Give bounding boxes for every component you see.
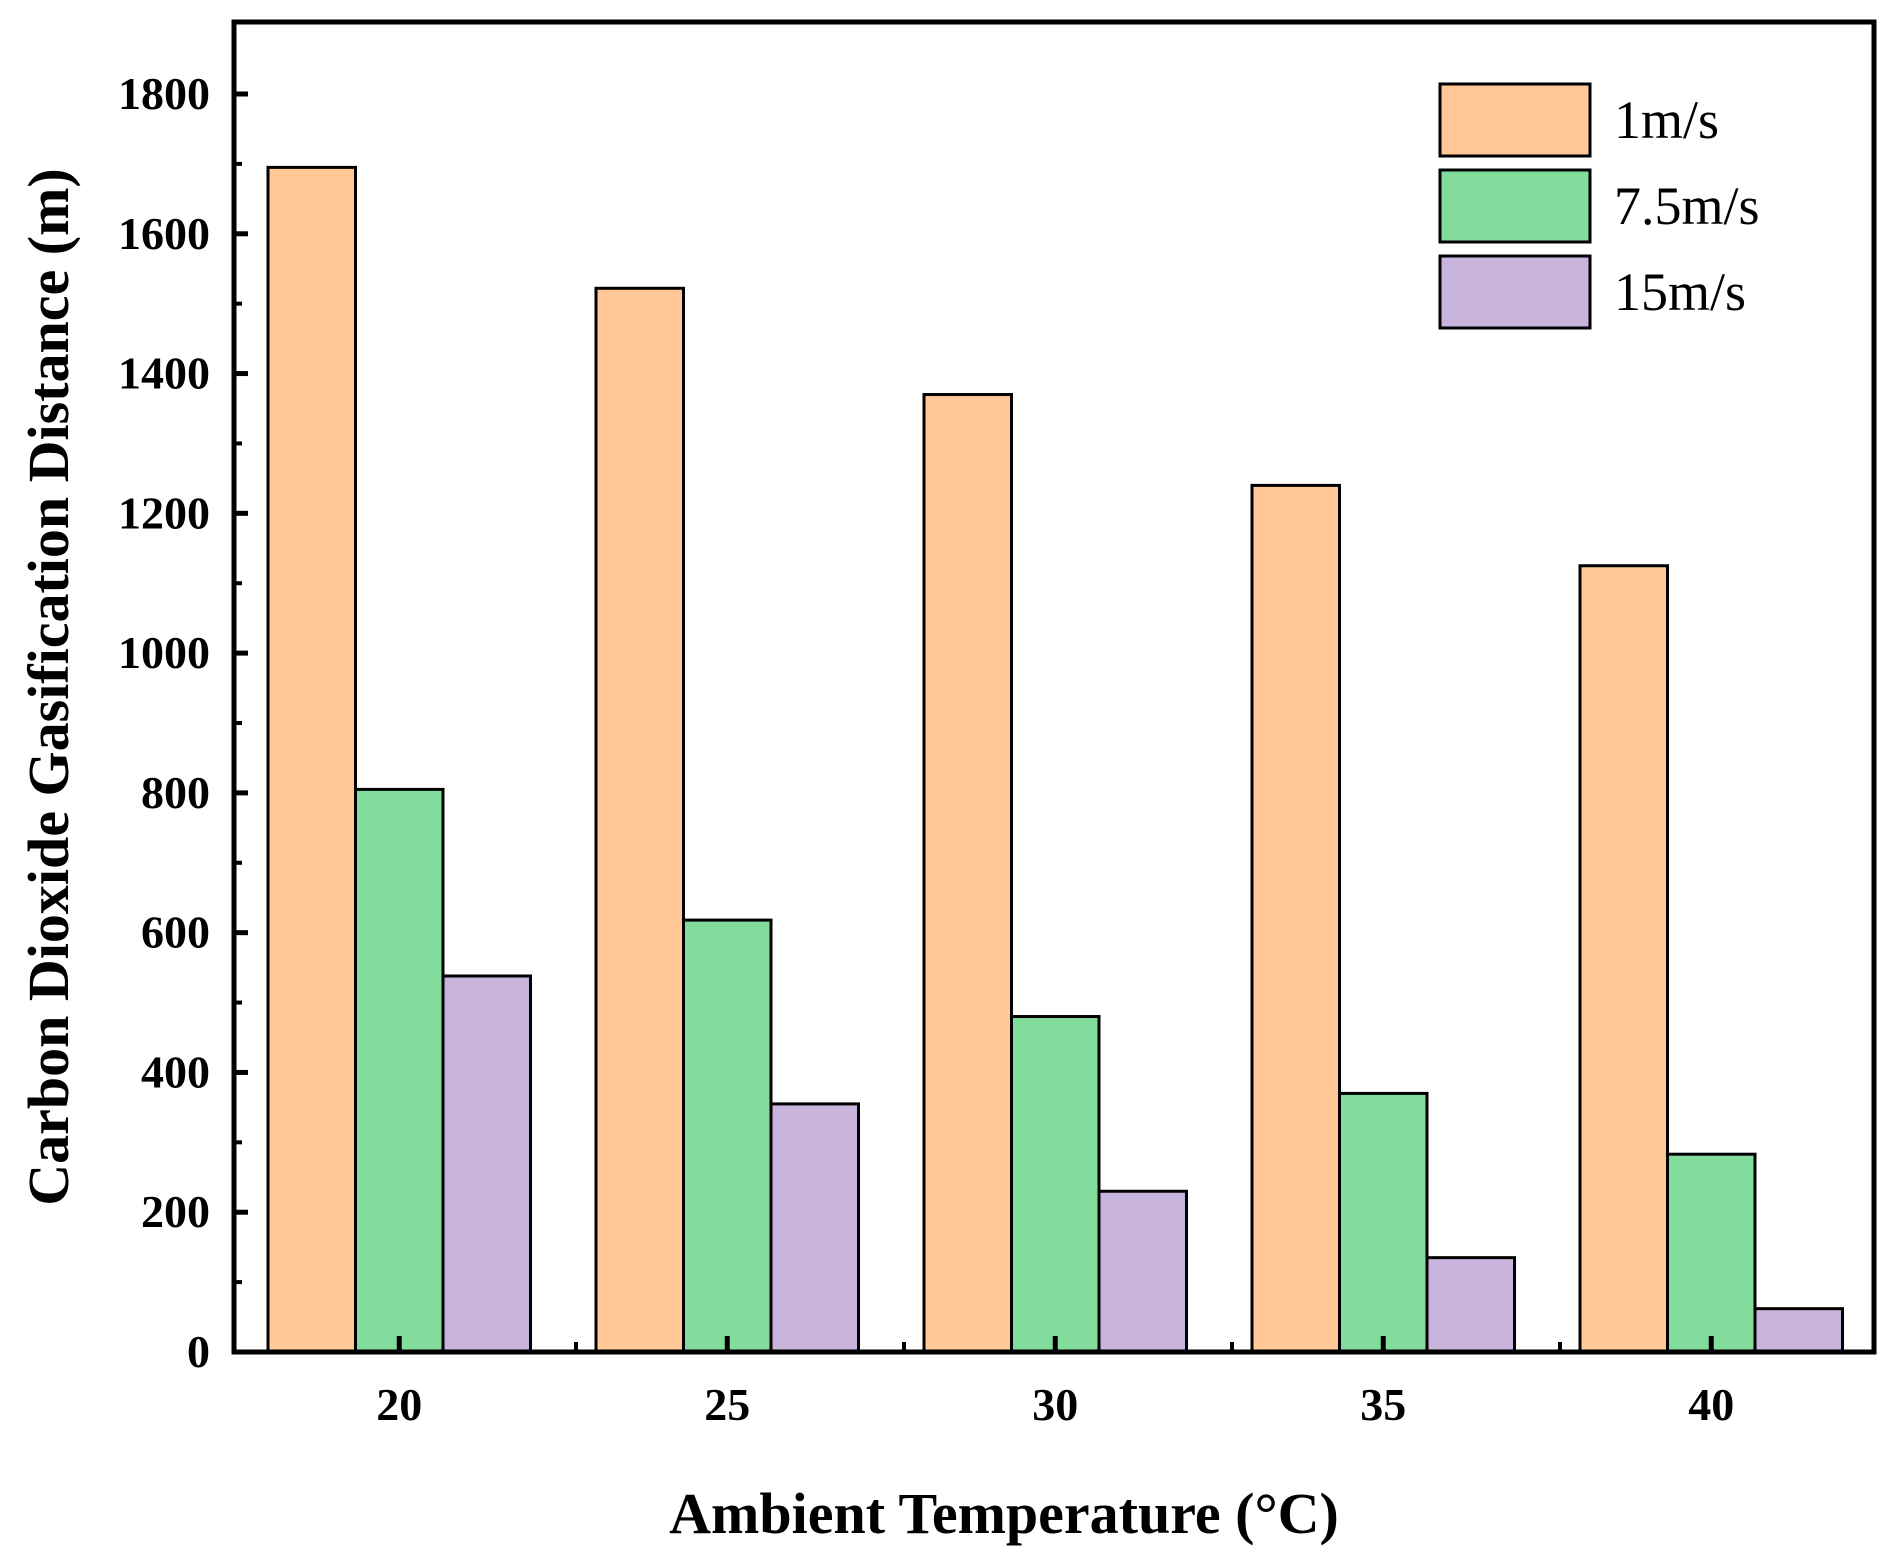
y-tick-label: 200 bbox=[141, 1186, 210, 1237]
x-axis: 20 25 30 35 40 bbox=[376, 1336, 1734, 1430]
bar-15ms-35 bbox=[1425, 1256, 1516, 1354]
legend-swatch bbox=[1438, 254, 1592, 330]
legend: 1m/s 7.5m/s 15m/s bbox=[1438, 82, 1760, 330]
bar-1ms-30 bbox=[922, 393, 1013, 1354]
legend-label: 7.5m/s bbox=[1614, 176, 1760, 236]
bar-7_5ms-30 bbox=[1010, 1015, 1101, 1354]
y-tick-label: 1400 bbox=[118, 348, 210, 399]
bar-1ms-40 bbox=[1578, 564, 1669, 1354]
x-tick-label: 20 bbox=[376, 1379, 422, 1430]
bar-15ms-40 bbox=[1753, 1307, 1844, 1354]
legend-swatch bbox=[1438, 168, 1592, 244]
legend-label: 1m/s bbox=[1614, 90, 1719, 150]
y-tick-label: 1800 bbox=[118, 68, 210, 119]
y-tick-label: 800 bbox=[141, 767, 210, 818]
y-axis: 0 200 400 600 800 1000 1200 1400 1600 1800 bbox=[118, 68, 248, 1377]
bar-7_5ms-40 bbox=[1666, 1152, 1757, 1354]
bar-15ms-20 bbox=[441, 974, 532, 1354]
bar-15ms-25 bbox=[769, 1102, 860, 1354]
bars-group bbox=[266, 165, 1844, 1354]
y-tick-label: 1000 bbox=[118, 627, 210, 678]
y-tick-label: 1600 bbox=[118, 208, 210, 259]
bar-1ms-35 bbox=[1250, 483, 1341, 1354]
x-tick-label: 35 bbox=[1360, 1379, 1406, 1430]
y-tick-label: 600 bbox=[141, 907, 210, 958]
x-axis-title: Ambient Temperature (°C) bbox=[669, 1481, 1339, 1546]
y-tick-label: 0 bbox=[187, 1326, 210, 1377]
bar-1ms-25 bbox=[594, 286, 685, 1354]
bar-7_5ms-35 bbox=[1338, 1091, 1429, 1354]
bar-1ms-20 bbox=[266, 165, 357, 1354]
y-axis-title: Carbon Dioxide Gasification Distance (m) bbox=[16, 168, 81, 1206]
bar-7_5ms-25 bbox=[682, 918, 773, 1354]
bar-15ms-30 bbox=[1097, 1189, 1188, 1354]
y-tick-label: 400 bbox=[141, 1046, 210, 1097]
x-tick-label: 40 bbox=[1688, 1379, 1734, 1430]
x-tick-label: 25 bbox=[704, 1379, 750, 1430]
y-tick-label: 1200 bbox=[118, 487, 210, 538]
bar-7_5ms-20 bbox=[354, 787, 445, 1354]
legend-label: 15m/s bbox=[1614, 262, 1746, 322]
x-tick-label: 30 bbox=[1032, 1379, 1078, 1430]
legend-swatch bbox=[1438, 82, 1592, 158]
